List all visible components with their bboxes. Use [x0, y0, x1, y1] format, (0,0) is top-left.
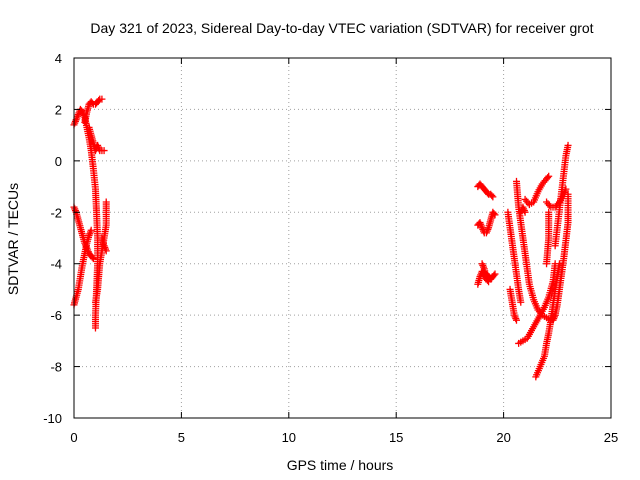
- chart-title: Day 321 of 2023, Sidereal Day-to-day VTE…: [90, 20, 593, 36]
- y-tick-label: 2: [55, 102, 62, 117]
- x-tick-label: 0: [70, 430, 77, 445]
- y-tick-label: -6: [50, 308, 62, 323]
- data-point: [564, 141, 572, 149]
- data-point: [517, 298, 525, 306]
- data-point: [91, 324, 99, 332]
- x-tick-label: 10: [282, 430, 296, 445]
- x-tick-label: 20: [496, 430, 510, 445]
- data-point: [483, 189, 491, 197]
- data-point: [86, 230, 94, 238]
- data-point: [95, 96, 103, 104]
- data-point: [98, 95, 106, 103]
- grid: [74, 58, 611, 418]
- y-axis: 4 2 0 -2 -4 -6 -8 -10: [43, 51, 611, 426]
- data-point: [491, 270, 499, 278]
- data-point: [483, 276, 491, 284]
- data-point: [564, 190, 572, 198]
- data-point: [512, 316, 520, 324]
- y-tick-label: -4: [50, 257, 62, 272]
- y-axis-label: SDTVAR / TECUs: [5, 183, 21, 295]
- y-tick-label: 0: [55, 154, 62, 169]
- y-tick-label: 4: [55, 51, 62, 66]
- y-tick-label: -8: [50, 360, 62, 375]
- x-tick-label: 5: [178, 430, 185, 445]
- x-axis: 0 5 10 15 20 25: [70, 58, 618, 445]
- data-point: [544, 174, 552, 182]
- data-point: [512, 315, 520, 323]
- data-point: [555, 260, 563, 268]
- y-tick-label: -2: [50, 205, 62, 220]
- x-axis-label: GPS time / hours: [287, 457, 394, 473]
- data-point: [88, 253, 96, 261]
- data-points: [70, 95, 572, 381]
- data-point: [100, 147, 108, 155]
- x-tick-label: 15: [389, 430, 403, 445]
- data-point: [71, 207, 79, 215]
- data-point: [489, 193, 497, 201]
- data-point: [480, 263, 488, 271]
- data-point: [485, 278, 493, 286]
- data-point: [521, 208, 529, 216]
- data-point: [490, 210, 498, 218]
- data-point: [511, 313, 519, 321]
- data-point: [490, 271, 498, 279]
- data-point: [484, 225, 492, 233]
- y-tick-label: -10: [43, 411, 62, 426]
- data-point: [491, 211, 499, 219]
- data-point: [102, 198, 110, 206]
- plot-frame: [73, 57, 612, 419]
- data-point: [102, 247, 110, 255]
- data-point: [488, 192, 496, 200]
- x-tick-label: 25: [604, 430, 618, 445]
- data-point: [545, 172, 553, 180]
- data-point: [87, 226, 95, 234]
- data-point: [89, 255, 97, 263]
- data-point: [545, 208, 553, 216]
